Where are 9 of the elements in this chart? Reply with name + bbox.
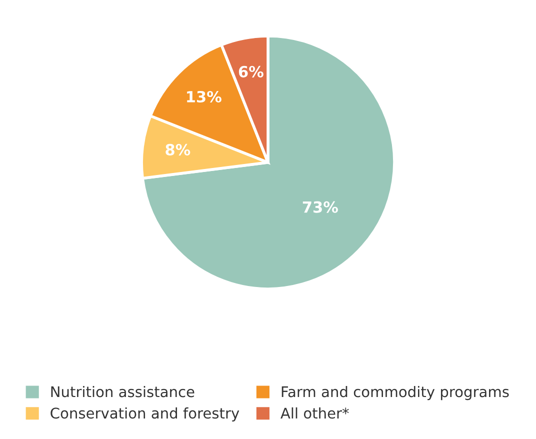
legend-label: Farm and commodity programs (282, 386, 509, 400)
legend-label: Conservation and forestry (50, 407, 240, 422)
data-label: 6% (238, 66, 264, 78)
legend-label: All other* (280, 407, 349, 419)
data-label: 13% (187, 90, 222, 102)
pie-slice (141, 34, 396, 290)
legend-label: Nutrition assistance (51, 386, 194, 398)
data-label: 73% (302, 201, 338, 213)
data-label: 8% (166, 144, 190, 156)
